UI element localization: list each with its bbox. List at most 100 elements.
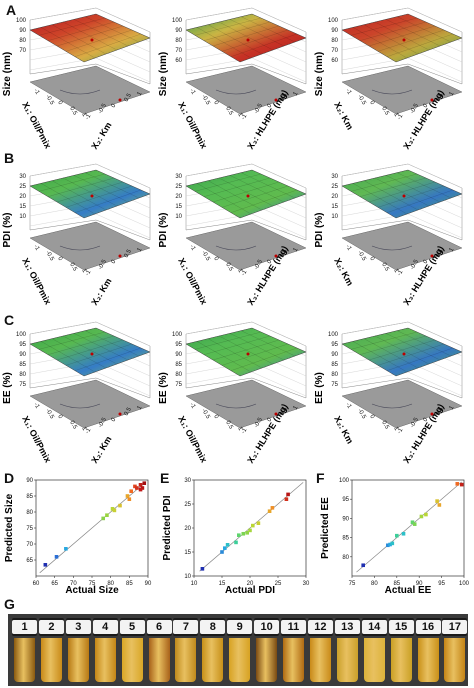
x-tick-label: 25: [275, 581, 282, 587]
x1-tick-label: 0: [368, 256, 375, 262]
x2-axis-label: X₂: Km: [89, 434, 113, 465]
z-tick-label: 90: [19, 28, 26, 34]
z-tick-label: 20: [19, 194, 26, 200]
x-tick-label: 20: [247, 581, 254, 587]
x2-tick-label: -0.5: [410, 258, 421, 271]
x2-tick-label: 1: [137, 247, 144, 253]
data-point: [395, 533, 399, 538]
scatter-chart-1: 60 65 70 75 80 85 90 65 70 75 80 85 90 Actual Size Pre…: [4, 478, 152, 596]
data-point: [129, 489, 133, 493]
x1-tick-label: -0.5: [44, 408, 55, 421]
response-axis-label: PDI (%): [314, 213, 325, 248]
x1-tick-label: -1: [344, 88, 352, 96]
z-tick-label: 90: [175, 352, 182, 358]
z-tick-label: 25: [331, 184, 338, 190]
panel-label-f: F: [316, 470, 325, 486]
data-point: [138, 483, 143, 487]
vial-number-label: 4: [92, 620, 118, 634]
vial-liquid: [417, 638, 439, 682]
x2-tick-label: 0.5: [124, 92, 134, 103]
z-tick-label: 85: [19, 362, 26, 368]
vial-number-label: 3: [65, 620, 91, 634]
x1-tick-label: 1: [392, 426, 399, 432]
response-axis-label: PDI (%): [2, 213, 13, 248]
vial-number-label: 8: [200, 620, 226, 634]
vial-number-label: 12: [307, 620, 333, 634]
y-tick-label: 95: [342, 497, 349, 503]
y-axis-label: Predicted Size: [4, 493, 15, 562]
x1-tick-label: 0.5: [380, 420, 390, 431]
x2-tick-label: 0: [267, 103, 274, 109]
x1-tick-label: 0.5: [68, 262, 78, 273]
x2-tick-label: -1: [397, 269, 405, 277]
x1-tick-label: -1: [32, 402, 40, 410]
x1-tick-label: 0: [56, 100, 63, 106]
vial-number-label: 7: [173, 620, 199, 634]
vial-liquid: [148, 638, 170, 682]
x2-tick-label: -1: [241, 113, 249, 121]
data-point: [437, 503, 442, 507]
x1-tick-label: 0: [368, 414, 375, 420]
x-tick-label: 70: [70, 581, 77, 587]
data-point: [361, 563, 365, 568]
vial-number-label: 13: [334, 620, 360, 634]
x1-tick-label: 1: [392, 268, 399, 274]
x2-tick-label: 0: [111, 103, 118, 109]
y-tick-label: 25: [184, 502, 191, 508]
x1-tick-label: 0: [56, 256, 63, 262]
z-tick-label: 30: [19, 174, 26, 180]
vial-number-label: 1: [12, 620, 37, 634]
x-tick-label: 85: [393, 581, 400, 587]
y-tick-label: 100: [339, 478, 350, 484]
z-tick-label: 90: [19, 352, 26, 358]
x2-tick-label: 0: [423, 103, 430, 109]
x1-axis-label: X₁: Oil/Pmix: [20, 414, 53, 464]
z-tick-label: 100: [172, 18, 183, 24]
z-tick-label: 100: [172, 332, 183, 338]
vial-number-label: 10: [254, 620, 280, 634]
z-tick-label: 30: [331, 174, 338, 180]
x1-tick-label: -0.5: [44, 250, 55, 263]
data-point: [127, 497, 132, 501]
x1-tick-label: 0.5: [224, 106, 234, 117]
data-point: [401, 531, 406, 536]
data-point: [110, 507, 115, 511]
panel-label-g: G: [4, 596, 15, 612]
x2-axis-label: X₂: Km: [89, 276, 113, 307]
x2-tick-label: 0: [423, 417, 430, 423]
data-point: [284, 497, 289, 501]
z-tick-label: 30: [175, 174, 182, 180]
x2-tick-label: 0.5: [436, 406, 446, 417]
y-tick-label: 80: [342, 555, 349, 561]
x1-tick-label: 1: [236, 112, 243, 118]
x1-axis-label: X₁: Oil/Pmix: [176, 100, 209, 150]
x2-tick-label: 0: [423, 259, 430, 265]
data-point: [220, 550, 224, 554]
x2-tick-label: 0.5: [280, 406, 290, 417]
x1-tick-label: 0.5: [380, 106, 390, 117]
x2-tick-label: -0.5: [254, 102, 265, 115]
data-point: [200, 567, 205, 571]
x2-tick-label: 1: [449, 91, 456, 97]
z-tick-label: 80: [331, 372, 338, 378]
z-tick-label: 100: [328, 332, 339, 338]
x1-tick-label: -0.5: [356, 408, 367, 421]
z-tick-label: 10: [175, 214, 182, 220]
x1-tick-label: -1: [188, 244, 196, 252]
z-tick-label: 100: [16, 332, 27, 338]
x2-tick-label: 0: [267, 259, 274, 265]
response-axis-label: Size (nm): [314, 52, 325, 96]
data-point: [43, 563, 48, 567]
x2-tick-label: 0.5: [280, 248, 290, 259]
data-point: [390, 541, 395, 546]
z-tick-label: 90: [331, 352, 338, 358]
x2-tick-label: 0.5: [124, 406, 134, 417]
z-tick-label: 95: [19, 342, 26, 348]
x1-tick-label: -0.5: [200, 250, 211, 263]
vial-number-label: 16: [415, 620, 441, 634]
